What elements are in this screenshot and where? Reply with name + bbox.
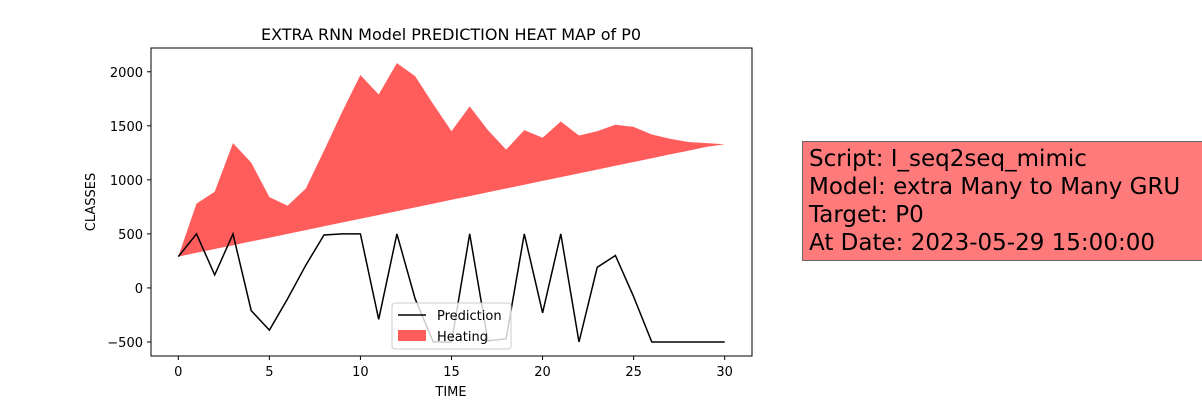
x-tick-label: 15 [443, 365, 460, 380]
info-script: Script: I_seq2seq_mimic [809, 146, 1087, 172]
x-tick-label: 5 [265, 365, 273, 380]
chart-title: EXTRA RNN Model PREDICTION HEAT MAP of P… [261, 25, 641, 44]
info-target: Target: P0 [809, 202, 924, 228]
x-tick-label: 0 [174, 365, 182, 380]
y-axis-label: CLASSES [84, 173, 99, 231]
y-tick-label: 2000 [110, 66, 143, 81]
x-tick-label: 30 [716, 365, 733, 380]
axes: 0 5 10 15 20 25 30 −500 0 500 1000 1500 2000 [107, 66, 733, 380]
x-tick-label: 20 [534, 365, 551, 380]
y-tick-label: 0 [135, 282, 143, 297]
heating-area [178, 63, 725, 257]
legend-prediction-label: Prediction [437, 309, 502, 324]
legend-heating-swatch [398, 330, 426, 341]
plot-frame [150, 47, 753, 357]
x-axis-label: TIME [434, 385, 466, 400]
info-model: Model: extra Many to Many GRU [809, 174, 1181, 200]
x-tick-label: 25 [625, 365, 642, 380]
x-tick-label: 10 [352, 365, 369, 380]
info-date: At Date: 2023-05-29 15:00:00 [809, 230, 1155, 256]
legend: Prediction Heating [391, 302, 512, 350]
y-tick-label: 1000 [110, 174, 143, 189]
info-box: Script: I_seq2seq_mimic Model: extra Man… [802, 141, 1202, 261]
legend-heating-label: Heating [437, 330, 488, 345]
plot-area [177, 63, 725, 343]
y-tick-label: −500 [107, 336, 143, 351]
y-tick-label: 1500 [110, 120, 143, 135]
y-tick-label: 500 [118, 228, 143, 243]
